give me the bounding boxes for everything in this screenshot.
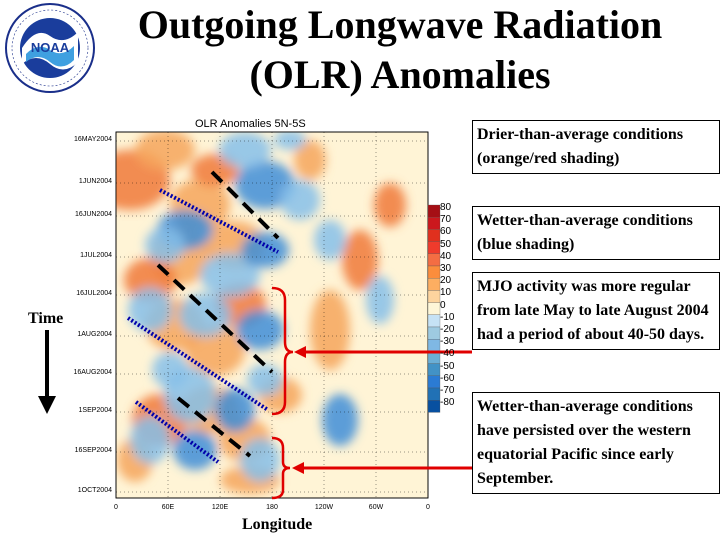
colorbar-label: -60	[440, 372, 455, 384]
colorbar-label: -30	[440, 336, 455, 348]
colorbar-swatch	[427, 265, 441, 279]
colorbar-swatch	[427, 278, 441, 291]
colorbar-swatch	[427, 217, 441, 230]
dry-anomaly-region	[342, 230, 378, 290]
colorbar-swatch	[427, 326, 441, 340]
wet-anomaly-region	[235, 161, 295, 209]
dry-anomaly-region	[294, 140, 326, 180]
wet-anomaly-region	[240, 438, 280, 482]
colorbar-label: 10	[440, 287, 452, 299]
colorbar-label: -40	[440, 348, 455, 360]
x-tick-label: 0	[114, 504, 118, 511]
wet-anomaly-region	[366, 276, 394, 324]
wet-anomaly-region	[130, 416, 170, 464]
x-tick-label: 120E	[211, 504, 229, 511]
x-tick-label: 120W	[314, 504, 334, 511]
wet-anomaly-region	[173, 430, 217, 470]
colorbar-label: 40	[440, 250, 452, 262]
colorbar-swatch	[427, 241, 441, 254]
longitude-axis-label: Longitude	[242, 516, 313, 533]
mjo-arrow-head	[294, 346, 306, 358]
wet-phase-dashed-line	[156, 263, 274, 374]
dry-anomaly-region	[310, 290, 350, 370]
colorbar-swatch	[427, 229, 441, 242]
colorbar-label: -70	[440, 385, 455, 396]
noaa-logo: NOAA	[5, 3, 95, 93]
colorbar-swatch	[427, 290, 441, 303]
wet-anomaly-region	[280, 180, 320, 220]
wet-phase-dashed-line	[176, 396, 252, 458]
y-tick-label: 1OCT2004	[77, 487, 112, 494]
wet-anomaly-region	[200, 253, 260, 297]
time-axis-label: Time	[28, 310, 64, 327]
colorbar-label: -50	[440, 360, 455, 372]
x-tick-label: 180	[266, 504, 278, 511]
y-tick-label: 16JUL2004	[76, 290, 112, 297]
wet-anomaly-region	[314, 220, 346, 260]
colorbar-swatch	[427, 339, 441, 352]
dry-phase-dotted-line	[134, 400, 220, 464]
mjo-bracket	[271, 286, 294, 416]
colorbar-label: 80	[440, 202, 452, 213]
colorbar-swatch	[427, 387, 441, 401]
colorbar-label: -10	[440, 311, 455, 323]
colorbar-swatch	[427, 302, 441, 315]
colorbar-swatch	[427, 314, 441, 328]
logo-text: NOAA	[31, 40, 70, 55]
y-tick-label: 1SEP2004	[78, 407, 112, 414]
wet-anomaly-region	[219, 132, 271, 168]
persist-arrow-head	[292, 462, 304, 474]
wet-anomaly-region	[241, 232, 289, 268]
x-tick-label: 0	[426, 504, 430, 511]
slide-title: Outgoing Longwave Radiation (OLR) Anomal…	[100, 0, 700, 100]
colorbar-label: -20	[440, 324, 455, 335]
y-tick-label: 16AUG2004	[73, 369, 112, 376]
time-arrow-icon	[38, 330, 56, 414]
x-tick-label: 60W	[368, 504, 384, 511]
dry-anomaly-region	[135, 132, 195, 170]
dry-anomaly-region	[374, 183, 406, 227]
wet-anomaly-region	[322, 394, 358, 446]
mjo-annotation: MJO activity was more regular from late …	[472, 272, 720, 350]
y-tick-label: 1JUL2004	[80, 252, 112, 259]
colorbar-label: 20	[440, 275, 452, 287]
wet-anomaly-region	[145, 227, 185, 263]
wet-phase-dashed-line	[210, 170, 280, 240]
persist-annotation: Wetter-than-average conditions have pers…	[472, 392, 720, 494]
drier-annotation: Drier-than-average conditions (orange/re…	[472, 120, 720, 174]
wet-anomaly-region	[152, 352, 188, 388]
persist-bracket	[271, 436, 291, 500]
colorbar-label: 70	[440, 214, 452, 226]
wet-anomaly-region	[274, 132, 306, 150]
y-tick-label: 16JUN2004	[75, 211, 112, 218]
colorbar-swatch	[427, 400, 441, 413]
colorbar-label: 0	[440, 299, 446, 311]
wet-anomaly-region	[128, 288, 172, 332]
wet-anomaly-region	[179, 293, 231, 337]
y-tick-label: 1AUG2004	[77, 331, 112, 338]
colorbar-label: 60	[440, 226, 452, 238]
colorbar-swatch	[427, 363, 441, 376]
colorbar-swatch	[427, 375, 441, 389]
x-tick-label: 60E	[161, 504, 175, 511]
colorbar-label: -80	[440, 397, 455, 409]
wet-anomaly-region	[247, 364, 283, 396]
y-tick-label: 1JUN2004	[78, 178, 112, 185]
y-tick-label: 16SEP2004	[74, 447, 112, 454]
colorbar-swatch	[427, 204, 441, 218]
title-line-2: (OLR) Anomalies	[249, 52, 551, 97]
wetter-annotation: Wetter-than-average conditions (blue sha…	[472, 206, 720, 260]
title-line-1: Outgoing Longwave Radiation	[137, 2, 663, 47]
colorbar-label: 30	[440, 263, 452, 274]
colorbar-swatch	[427, 253, 441, 267]
wet-anomaly-region	[215, 388, 255, 432]
colorbar-label: 50	[440, 238, 452, 250]
chart-title: OLR Anomalies 5N-5S	[195, 118, 306, 130]
y-tick-label: 16MAY2004	[73, 136, 112, 143]
